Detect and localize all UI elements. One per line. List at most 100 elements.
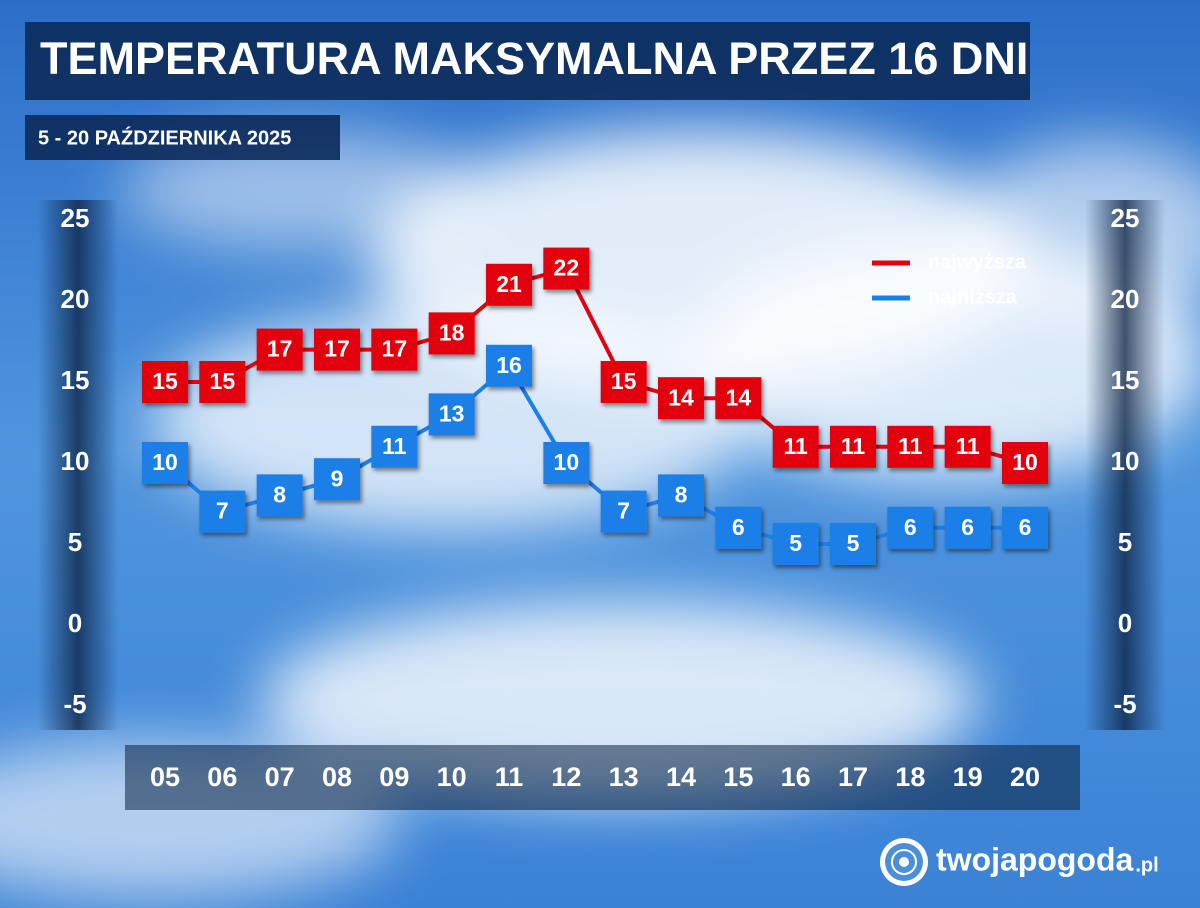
- value-label: 21: [496, 271, 522, 297]
- value-label: 17: [324, 336, 350, 362]
- point-box: [715, 377, 762, 420]
- point-box: [944, 425, 991, 468]
- value-label: 15: [210, 368, 236, 394]
- x-tick-label: 12: [551, 762, 581, 792]
- chart-subtitle: 5 - 20 PAŹDZIERNIKA 2025: [38, 126, 291, 149]
- value-label: 15: [611, 368, 637, 394]
- point-box: [428, 312, 475, 355]
- y2-tick-label: 25: [1111, 203, 1140, 233]
- value-label: 6: [961, 514, 974, 540]
- point-box: [428, 393, 475, 436]
- y2-tick-label: 10: [1111, 446, 1140, 476]
- value-label: 22: [554, 255, 580, 281]
- x-tick-label: 17: [838, 762, 868, 792]
- value-label: 13: [439, 400, 465, 426]
- value-label: 6: [904, 514, 917, 540]
- point-box: [1002, 506, 1048, 549]
- point-box: [199, 490, 246, 533]
- logo-domain: .pl: [1135, 854, 1158, 876]
- y2-tick-label: 20: [1111, 284, 1140, 314]
- title-box: [25, 22, 1030, 100]
- x-tick-label: 14: [666, 762, 696, 792]
- y-tick-label: 25: [61, 203, 90, 233]
- point-box: [256, 328, 303, 371]
- value-label: 8: [675, 481, 688, 507]
- point-box: [887, 506, 934, 549]
- point-box: [486, 344, 532, 387]
- value-label: 18: [439, 319, 465, 345]
- value-label: 17: [267, 336, 293, 362]
- subtitle-box: [25, 115, 340, 160]
- x-tick-label: 09: [379, 762, 409, 792]
- x-tick-label: 10: [437, 762, 467, 792]
- value-label: 9: [331, 465, 344, 491]
- value-label: 10: [152, 449, 178, 475]
- point-box: [830, 425, 876, 468]
- y-tick-label: 5: [68, 527, 82, 557]
- value-label: 11: [898, 433, 923, 459]
- x-tick-label: 11: [495, 762, 524, 792]
- point-box: [658, 474, 704, 517]
- line: [163, 363, 1025, 546]
- value-label: 5: [789, 530, 802, 556]
- value-label: 11: [784, 433, 809, 459]
- logo-icon: [880, 838, 928, 886]
- y-tick-label: -5: [63, 689, 86, 719]
- x-tick-label: 13: [609, 762, 639, 792]
- value-label: 6: [1019, 514, 1032, 540]
- x-tick-label: 18: [895, 762, 925, 792]
- value-label: 14: [668, 384, 694, 410]
- value-label: 15: [152, 368, 178, 394]
- point-box: [830, 523, 876, 565]
- point-box: [944, 506, 991, 549]
- y2-tick-label: 15: [1111, 365, 1140, 395]
- x-tick-label: 07: [265, 762, 295, 792]
- y-tick-label: 0: [68, 608, 82, 638]
- value-label: 10: [1012, 449, 1038, 475]
- point-box: [1002, 442, 1048, 484]
- legend-label: najwyższa: [928, 251, 1027, 273]
- x-tick-label: 19: [953, 762, 983, 792]
- y-tick-label: 15: [61, 365, 90, 395]
- value-label: 14: [726, 384, 752, 410]
- point-box: [371, 425, 418, 468]
- value-label: 11: [382, 433, 407, 459]
- y2-tick-label: 0: [1118, 608, 1132, 638]
- x-tick-label: 15: [723, 762, 753, 792]
- value-label: 10: [554, 449, 580, 475]
- point-box: [600, 361, 647, 403]
- value-label: 7: [216, 498, 229, 524]
- x-axis-panel: [125, 745, 1080, 810]
- value-label: 17: [382, 336, 408, 362]
- point-box: [142, 442, 188, 484]
- x-tick-label: 06: [207, 762, 237, 792]
- value-label: 5: [847, 530, 860, 556]
- value-label: 6: [732, 514, 745, 540]
- value-label: 16: [496, 352, 522, 378]
- legend-label: najniższa: [928, 286, 1018, 308]
- point-box: [658, 377, 704, 420]
- y2-tick-label: 5: [1118, 527, 1132, 557]
- point-box: [199, 361, 246, 403]
- point-box: [314, 328, 360, 371]
- point-box: [486, 263, 532, 306]
- value-label: 11: [841, 433, 866, 459]
- x-tick-label: 08: [322, 762, 352, 792]
- point-box: [772, 425, 819, 468]
- point-box: [600, 490, 647, 533]
- x-tick-label: 05: [150, 762, 180, 792]
- axis-panel: [1085, 200, 1165, 730]
- point-box: [715, 506, 762, 549]
- value-label: 11: [956, 433, 981, 459]
- series: 15 15 17 17 17 18 21 22 15 14 14 11 11 11 11 10: [142, 247, 1048, 484]
- point-box: [256, 474, 303, 517]
- point-box: [142, 361, 188, 403]
- point-box: [543, 247, 590, 290]
- chart-title: TEMPERATURA MAKSYMALNA PRZEZ 16 DNI: [40, 33, 1028, 84]
- value-label: 8: [273, 481, 286, 507]
- axis-panel: [38, 200, 118, 730]
- point-box: [371, 328, 418, 371]
- x-tick-label: 20: [1010, 762, 1040, 792]
